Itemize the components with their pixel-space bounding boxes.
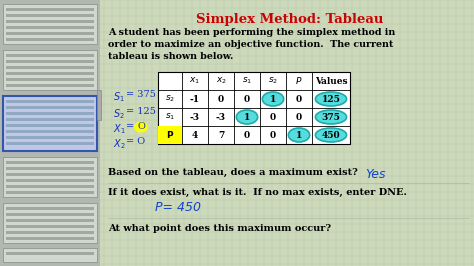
Ellipse shape (237, 110, 258, 124)
Text: -3: -3 (216, 113, 226, 122)
Text: $X_1$: $X_1$ (113, 122, 126, 136)
Bar (6, 72, 94, 75)
Ellipse shape (315, 92, 346, 106)
Text: $P$: $P$ (295, 76, 303, 86)
Bar (6, 207, 94, 210)
Bar (6, 124, 94, 127)
Text: 0: 0 (244, 131, 250, 139)
Bar (6, 167, 94, 170)
Bar (97, 90, 101, 120)
Bar (3, 203, 97, 243)
Text: 125: 125 (321, 94, 340, 103)
Text: Based on the tableau, does a maximum exist?: Based on the tableau, does a maximum exi… (108, 168, 358, 177)
Bar (6, 237, 94, 240)
Text: = O: = O (126, 137, 145, 146)
Text: If it does exist, what is it.  If no max exists, enter DNE.: If it does exist, what is it. If no max … (108, 188, 407, 197)
Text: P= 450: P= 450 (155, 201, 201, 214)
Text: 7: 7 (218, 131, 224, 139)
Text: 0: 0 (244, 94, 250, 103)
Text: $x_1$: $x_1$ (190, 76, 201, 86)
Text: $s_2$: $s_2$ (165, 94, 175, 104)
Bar (6, 231, 94, 234)
Text: 0: 0 (270, 113, 276, 122)
Bar (0, 0, 100, 266)
Ellipse shape (315, 110, 346, 124)
Text: 0: 0 (270, 131, 276, 139)
Bar (6, 100, 94, 103)
Bar (6, 185, 94, 188)
Bar (3, 50, 97, 90)
Ellipse shape (315, 128, 346, 142)
Text: At what point does this maximum occur?: At what point does this maximum occur? (108, 224, 331, 233)
Text: $\mathbf{P}$: $\mathbf{P}$ (166, 130, 174, 140)
Text: 1: 1 (244, 113, 250, 122)
Bar (6, 161, 94, 164)
Bar (6, 191, 94, 194)
Bar (6, 8, 94, 11)
Text: = 375: = 375 (126, 90, 156, 99)
Text: $x_2$: $x_2$ (216, 76, 227, 86)
Text: 0: 0 (218, 94, 224, 103)
Bar (6, 84, 94, 87)
Bar (6, 32, 94, 35)
Bar (6, 78, 94, 81)
Bar (6, 14, 94, 17)
Text: $S_1$: $S_1$ (113, 90, 125, 104)
Bar (6, 60, 94, 63)
Ellipse shape (134, 122, 148, 132)
Bar (6, 20, 94, 23)
Bar (6, 26, 94, 29)
Text: 0: 0 (296, 94, 302, 103)
Text: order to maximize an objective function.  The current: order to maximize an objective function.… (108, 40, 393, 49)
Text: Values: Values (315, 77, 347, 85)
Text: =: = (126, 122, 134, 131)
Bar (3, 4, 97, 44)
Text: $s_1$: $s_1$ (165, 112, 175, 122)
Bar (6, 213, 94, 216)
Text: Yes: Yes (365, 168, 385, 181)
Ellipse shape (288, 128, 310, 142)
Text: $X_2$: $X_2$ (113, 137, 126, 151)
Text: $s_1$: $s_1$ (242, 76, 252, 86)
Bar (6, 38, 94, 41)
Text: A student has been performing the simplex method in: A student has been performing the simple… (108, 28, 395, 37)
Bar (6, 118, 94, 121)
Text: 1: 1 (296, 131, 302, 139)
Text: $S_2$: $S_2$ (113, 107, 125, 121)
Text: 450: 450 (322, 131, 340, 139)
Bar (6, 130, 94, 133)
Bar (6, 136, 94, 139)
Bar (158, 72, 350, 144)
Text: 1: 1 (270, 94, 276, 103)
Bar (3, 248, 97, 262)
Text: = 125: = 125 (126, 107, 156, 116)
Bar (6, 66, 94, 69)
Bar (6, 219, 94, 222)
Text: 375: 375 (321, 113, 340, 122)
Bar (158, 126, 182, 144)
Bar (6, 173, 94, 176)
Bar (6, 112, 94, 115)
Text: -1: -1 (190, 94, 200, 103)
Text: 0: 0 (296, 113, 302, 122)
Text: 4: 4 (192, 131, 198, 139)
Bar (3, 157, 97, 197)
Bar (6, 225, 94, 228)
Text: $s_2$: $s_2$ (268, 76, 278, 86)
Text: O: O (137, 122, 145, 131)
Ellipse shape (262, 92, 283, 106)
Text: tableau is shown below.: tableau is shown below. (108, 52, 233, 61)
Bar (6, 179, 94, 182)
Text: Simplex Method: Tableau: Simplex Method: Tableau (196, 13, 383, 26)
Bar (3, 96, 97, 151)
Bar (6, 142, 94, 145)
Bar (6, 106, 94, 109)
Bar (6, 252, 94, 255)
Text: -3: -3 (190, 113, 200, 122)
Bar (6, 54, 94, 57)
